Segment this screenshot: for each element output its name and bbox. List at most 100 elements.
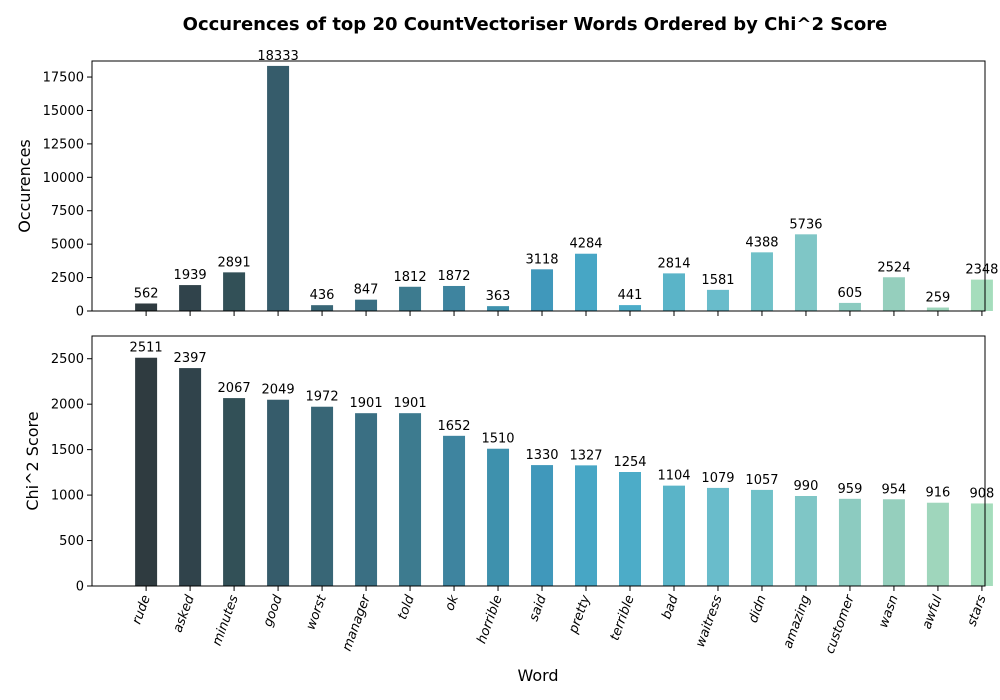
data-label-rude: 562 [134,286,159,301]
bar-bad [662,273,685,311]
data-label-minutes: 2067 [218,381,251,396]
data-label-terrible: 441 [618,288,643,303]
bar-amazing [794,234,817,311]
category-label-amazing: amazing [781,593,814,650]
data-label-wasn: 2524 [877,260,910,275]
category-label-waitress: waitress [693,593,726,649]
bar-ok [443,285,466,311]
category-label-ok: ok [442,593,462,613]
data-label-manager: 1901 [350,396,383,411]
bar-manager [355,299,378,311]
plot-frame [91,60,986,312]
category-label-horrible: horrible [474,593,505,645]
y-tick-label: 12500 [43,137,84,152]
bar-worst [311,305,334,311]
bar-pretty [575,253,598,311]
category-label-told: told [395,593,418,622]
data-label-manager: 847 [354,283,379,298]
category-label-terrible: terrible [607,593,637,643]
data-label-pretty: 4284 [569,237,602,252]
bar-awful [926,502,949,586]
category-label-minutes: minutes [210,593,242,648]
occurences-panel: 562 1939 2891 18333 436 847 1812 1872 363 3118 428… [15,49,998,320]
data-label-didn: 1057 [745,473,778,488]
bar-rude [135,303,158,311]
category-label-worst: worst [303,592,330,632]
chart-title: Occurences of top 20 CountVectoriser Wor… [183,14,888,35]
category-label-said: said [527,593,550,624]
data-label-terrible: 1254 [613,455,646,470]
data-label-minutes: 2891 [218,255,251,270]
y-tick-label: 15000 [43,104,84,119]
category-label-wasn: wasn [876,593,902,630]
y-tick-label: 0 [76,580,84,595]
data-label-awful: 916 [926,486,951,501]
bar-worst [311,406,334,586]
category-label-pretty: pretty [566,593,594,636]
bar-awful [926,307,949,311]
bar-wasn [882,499,905,586]
data-label-amazing: 990 [794,479,819,494]
data-label-said: 1330 [525,448,558,463]
bar-stars [970,503,993,586]
bar-good [267,399,290,586]
data-label-stars: 908 [970,486,995,501]
bar-told [399,413,422,586]
y-tick-label: 17500 [43,71,84,86]
bar-waitress [706,289,729,311]
category-label-bad: bad [659,593,682,622]
y-axis-label: Chi^2 Score [23,411,42,510]
plot-frame [91,335,986,587]
data-label-stars: 2348 [965,263,998,278]
category-label-awful: awful [920,593,946,631]
category-label-rude: rude [130,593,154,626]
bar-said [531,465,554,586]
category-label-customer: customer [823,592,859,656]
data-label-asked: 1939 [174,268,207,283]
y-tick-label: 7500 [51,204,84,219]
bar-didn [750,489,773,586]
bar-stars [970,279,993,311]
bar-said [531,269,554,311]
data-label-asked: 2397 [174,351,207,366]
category-label-good: good [261,593,286,629]
bar-terrible [619,305,641,311]
x-axis-label: Word [517,666,558,685]
bar-didn [750,252,773,311]
bar-bad [662,485,685,586]
y-tick-label: 2500 [51,271,84,286]
y-tick-label: 5000 [51,238,84,253]
data-label-wasn: 954 [882,482,907,497]
y-tick-label: 2000 [51,398,84,413]
data-label-horrible: 1510 [481,432,514,447]
bar-minutes [223,272,246,311]
data-label-waitress: 1581 [701,273,734,288]
bar-horrible [487,306,510,311]
bar-terrible [619,472,641,586]
bar-asked [179,285,202,311]
category-label-manager: manager [340,592,375,654]
bar-told [399,286,422,311]
y-axis-label: Occurences [15,139,34,233]
chi2-panel: 2511 2397 2067 2049 1972 1901 1901 1652 1510 1330… [23,335,995,656]
category-label-asked: asked [171,593,199,635]
y-tick-label: 1500 [51,443,84,458]
bar-pretty [575,465,598,586]
bar-good [267,65,290,311]
data-label-good: 18333 [257,49,298,64]
bar-amazing [794,496,817,586]
data-label-told: 1812 [394,270,427,285]
bar-minutes [223,398,246,586]
y-tick-label: 1000 [51,489,84,504]
data-label-bad: 1104 [657,469,690,484]
data-label-said: 3118 [525,252,558,267]
bar-customer [838,498,861,586]
data-label-worst: 1972 [306,390,339,405]
y-tick-label: 500 [59,534,84,549]
data-label-ok: 1872 [437,269,470,284]
data-label-good: 2049 [262,383,295,398]
bar-ok [443,435,466,586]
data-label-horrible: 363 [486,289,511,304]
data-label-worst: 436 [310,288,335,303]
